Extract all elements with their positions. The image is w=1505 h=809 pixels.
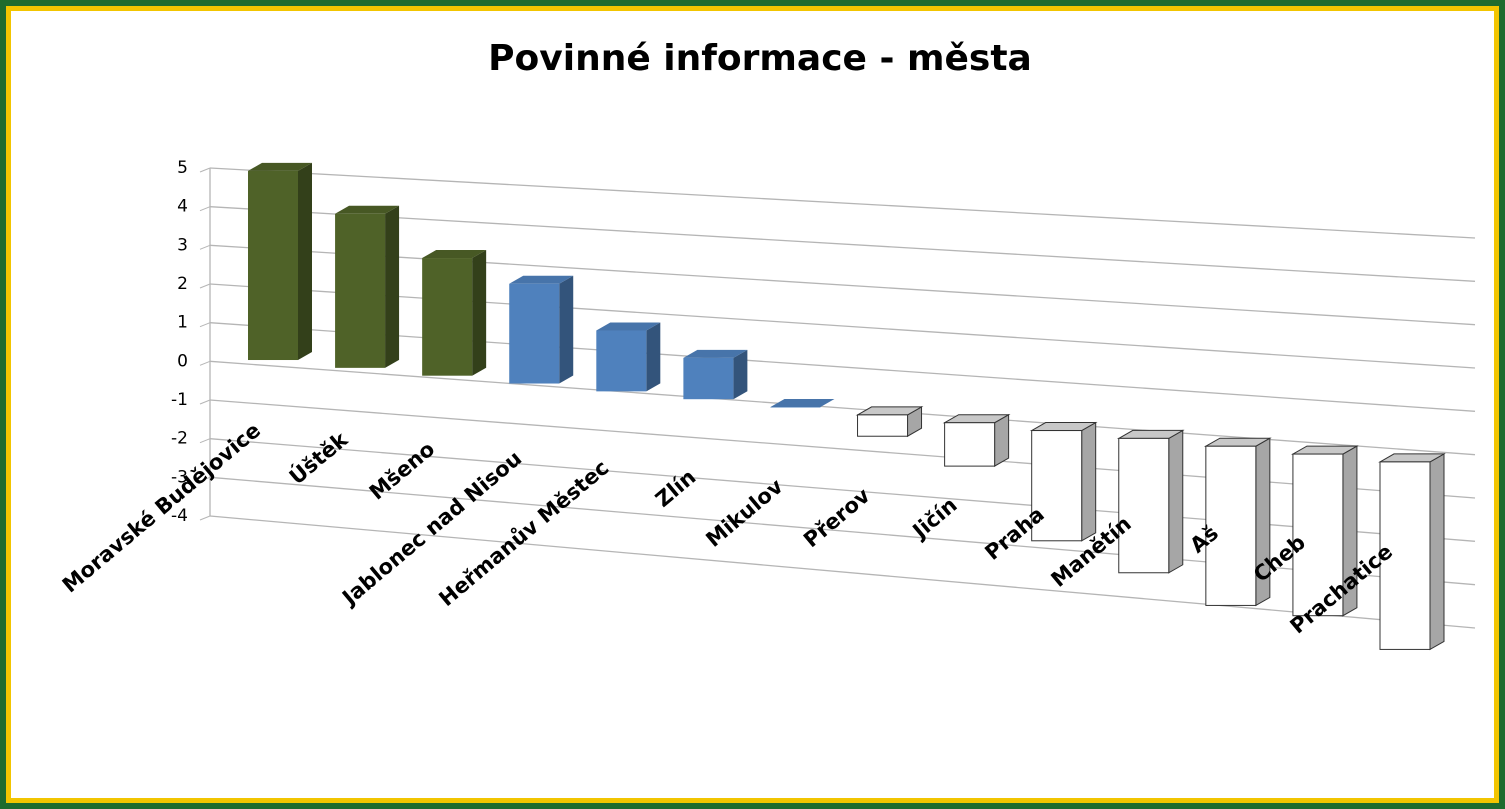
bar [422, 258, 473, 376]
bar [1292, 453, 1344, 617]
tick-mark [199, 322, 211, 328]
bar-side [733, 349, 748, 400]
x-tick-label: Přerov [799, 483, 875, 552]
bar [1379, 461, 1431, 650]
bar-side [1429, 453, 1445, 651]
bar-side [472, 250, 487, 376]
x-tick-label: Moravské Budějovice [58, 418, 265, 597]
bar [857, 414, 909, 437]
x-tick-label: Mikulov [701, 474, 787, 552]
tick-mark [199, 515, 211, 521]
bar-top [509, 275, 574, 284]
tick-mark [199, 283, 211, 289]
bar-side [1081, 421, 1097, 542]
grid-line [209, 283, 1476, 369]
bar [335, 213, 386, 368]
panel [6, 6, 1499, 803]
bar-side [1168, 429, 1184, 574]
grid-line [209, 244, 1476, 326]
bar [944, 422, 996, 467]
bar-top [335, 205, 400, 214]
bar-top [248, 162, 312, 171]
bar [770, 407, 821, 408]
bar-side [385, 205, 400, 368]
bar-top [683, 349, 748, 358]
y-tick-label: -1 [171, 390, 188, 410]
bar [596, 330, 647, 392]
y-tick-label: -3 [171, 467, 188, 487]
x-tick-label: Jablonec nad Nisou [336, 446, 526, 611]
y-tick-label: 5 [177, 158, 188, 178]
grid-line [209, 206, 1476, 282]
y-tick-label: -4 [171, 506, 188, 526]
bar [509, 283, 560, 384]
tick-mark [199, 360, 211, 366]
bar [683, 357, 734, 400]
bar-top [422, 250, 487, 259]
grid-line [209, 360, 1476, 456]
y-tick-label: 4 [177, 197, 188, 217]
tick-mark [199, 167, 211, 173]
bar [1118, 437, 1170, 574]
tick-mark [199, 438, 211, 444]
y-tick-label: -2 [171, 429, 188, 449]
tick-mark [199, 399, 211, 405]
bar-top [770, 399, 835, 408]
x-tick-label: Úštěk [284, 426, 353, 489]
tick-mark [199, 244, 211, 250]
bar-side [994, 413, 1010, 467]
x-tick-label: Mšeno [365, 437, 439, 505]
y-tick-label: 0 [177, 351, 188, 371]
tick-mark [199, 206, 211, 212]
bar [248, 170, 298, 361]
y-tick-label: 3 [177, 235, 188, 255]
grid-line [209, 167, 1476, 239]
grid-line [209, 322, 1476, 412]
tick-mark [199, 476, 211, 482]
y-tick-label: 2 [177, 274, 188, 294]
bar [1031, 430, 1083, 542]
bar-side [559, 275, 574, 384]
x-tick-label: Heřmanův Městec [434, 455, 613, 611]
bar-side [646, 322, 661, 392]
bar-side [298, 162, 312, 361]
chart-title: Povinné informace - města [488, 38, 1032, 79]
y-tick-label: 1 [177, 313, 188, 333]
bar-top [596, 322, 661, 331]
bar [1205, 445, 1257, 606]
grid-line [209, 515, 1476, 629]
x-tick-label: Zlín [651, 465, 701, 512]
